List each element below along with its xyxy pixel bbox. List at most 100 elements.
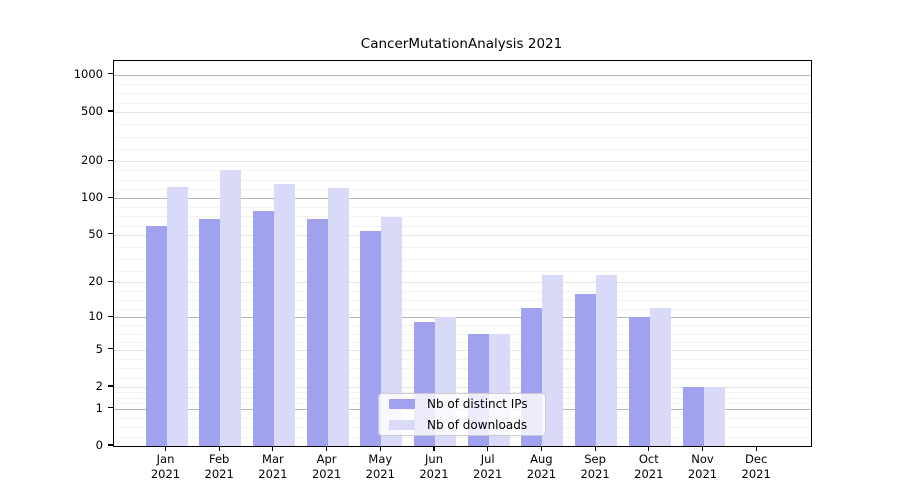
- x-tick-year: 2021: [634, 466, 664, 481]
- x-tick-label-mar: Mar 2021: [243, 452, 303, 481]
- x-tick-label-jun: Jun 2021: [404, 452, 464, 481]
- gridline: [114, 258, 811, 260]
- plot-area: [113, 60, 812, 447]
- x-tick-mark: [594, 446, 596, 451]
- gridline: [114, 246, 811, 248]
- bar-nov-distinct-ips: [682, 387, 704, 446]
- y-tick-label-50: 50: [88, 226, 103, 241]
- y-tick-label-20: 20: [88, 274, 103, 289]
- x-tick-month: Dec: [745, 452, 768, 466]
- bar-feb-distinct-ips: [199, 218, 221, 446]
- y-tick-mark: [108, 348, 113, 350]
- bar-apr-distinct-ips: [306, 218, 328, 446]
- gridline: [114, 368, 811, 370]
- gridline: [114, 291, 811, 293]
- x-tick-year: 2021: [258, 466, 288, 481]
- x-tick-mark: [648, 446, 650, 451]
- x-tick-label-dec: Dec 2021: [726, 452, 786, 481]
- x-tick-label-aug: Aug 2021: [511, 452, 571, 481]
- gridline: [114, 112, 811, 113]
- x-tick-mark: [755, 446, 757, 451]
- x-tick-month: Sep: [584, 452, 606, 466]
- x-tick-month: May: [368, 452, 393, 466]
- legend: Nb of distinct IPs Nb of downloads: [378, 393, 546, 436]
- gridline: [114, 234, 811, 236]
- x-tick-label-may: May 2021: [350, 452, 410, 481]
- x-tick-month: Feb: [209, 452, 230, 466]
- bar-sep-distinct-ips: [575, 293, 597, 446]
- x-tick-month: Mar: [262, 452, 284, 466]
- y-tick-label-100: 100: [81, 190, 103, 205]
- bar-oct-downloads: [649, 308, 671, 446]
- gridline: [114, 436, 811, 438]
- gridline: [114, 299, 811, 301]
- gridline: [114, 136, 811, 138]
- y-tick-mark: [108, 159, 113, 161]
- y-tick-label-500: 500: [81, 104, 103, 118]
- gridline: [114, 308, 811, 310]
- y-tick-label-10: 10: [88, 309, 103, 324]
- gridline: [114, 377, 811, 379]
- bar-may-distinct-ips: [360, 230, 382, 446]
- bar-mar-distinct-ips: [252, 211, 274, 446]
- gridline: [114, 198, 811, 200]
- bar-apr-downloads: [327, 187, 349, 446]
- y-tick-mark: [108, 407, 113, 409]
- x-tick-month: Nov: [691, 452, 714, 466]
- legend-label-distinct-ips: Nb of distinct IPs: [427, 397, 528, 411]
- gridline: [114, 225, 811, 227]
- x-tick-mark: [540, 446, 542, 451]
- gridline: [114, 124, 811, 126]
- x-tick-month: Aug: [530, 452, 553, 466]
- x-tick-label-feb: Feb 2021: [189, 452, 249, 481]
- bar-nov-downloads: [703, 387, 725, 446]
- bar-jan-downloads: [166, 186, 188, 446]
- bars-layer: [114, 61, 811, 446]
- x-tick-year: 2021: [741, 466, 771, 481]
- x-tick-mark: [433, 446, 435, 451]
- y-tick-mark: [108, 196, 113, 198]
- x-tick-label-oct: Oct 2021: [619, 452, 679, 481]
- bar-feb-downloads: [220, 170, 242, 446]
- gridline: [114, 84, 811, 86]
- x-tick-label-nov: Nov 2021: [673, 452, 733, 481]
- gridline: [114, 333, 811, 335]
- x-tick-month: Oct: [638, 452, 659, 466]
- x-tick-label-sep: Sep 2021: [565, 452, 625, 481]
- gridline: [114, 282, 811, 284]
- x-tick-year: 2021: [150, 466, 181, 481]
- bar-jan-distinct-ips: [145, 226, 167, 446]
- y-tick-mark: [108, 385, 113, 387]
- x-tick-year: 2021: [365, 466, 395, 481]
- x-tick-year: 2021: [580, 466, 610, 481]
- y-tick-mark: [108, 444, 113, 446]
- gridline: [114, 170, 811, 172]
- y-tick-label-5: 5: [95, 341, 103, 356]
- x-tick-label-jul: Jul 2021: [458, 452, 518, 481]
- x-tick-year: 2021: [526, 466, 557, 481]
- gridline: [114, 359, 811, 361]
- y-tick-label-1: 1: [95, 400, 103, 415]
- x-tick-year: 2021: [687, 466, 718, 481]
- x-tick-mark: [379, 446, 381, 451]
- gridline: [114, 148, 811, 150]
- x-tick-year: 2021: [311, 466, 342, 481]
- x-tick-year: 2021: [473, 466, 503, 481]
- x-tick-month: Jun: [425, 452, 443, 466]
- bar-aug-downloads: [542, 275, 564, 446]
- y-tick-mark: [108, 233, 113, 235]
- gridline: [114, 341, 811, 343]
- x-tick-label-jan: Jan 2021: [136, 452, 196, 481]
- gridline: [114, 392, 811, 394]
- y-tick-label-0: 0: [95, 438, 103, 452]
- bar-sep-downloads: [596, 275, 618, 446]
- x-tick-mark: [164, 446, 167, 451]
- legend-row-downloads: Nb of downloads: [387, 418, 537, 432]
- x-tick-month: Jul: [480, 452, 495, 466]
- x-tick-month: Apr: [316, 452, 337, 466]
- gridline: [114, 93, 811, 95]
- legend-row-distinct-ips: Nb of distinct IPs: [387, 397, 537, 411]
- legend-swatch-distinct-ips: [389, 398, 415, 410]
- gridline: [114, 188, 811, 190]
